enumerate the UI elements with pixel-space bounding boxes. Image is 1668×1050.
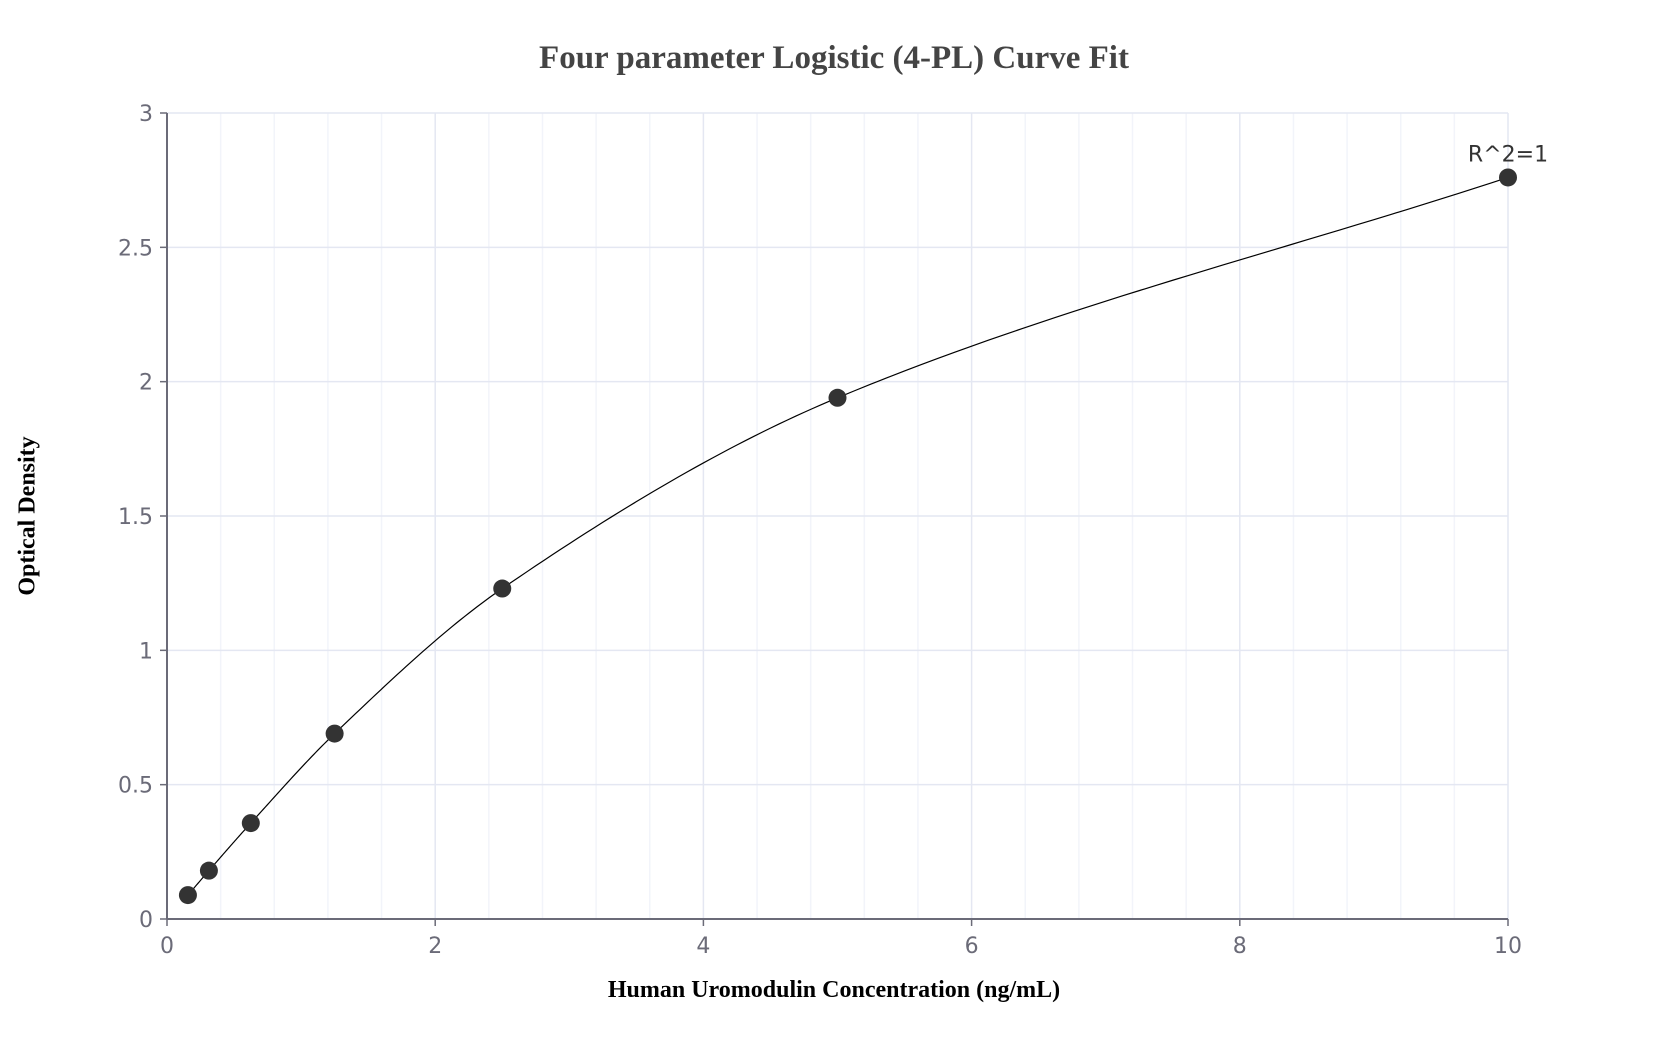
data-point[interactable]	[199, 861, 218, 880]
x-axis-label: Human Uromodulin Concentration (ng/mL)	[607, 977, 1061, 1003]
x-tick-label: 10	[1494, 934, 1522, 959]
data-point[interactable]	[828, 388, 847, 407]
y-tick-label: 2.5	[118, 236, 153, 261]
r-squared-annotation: R^2=1	[1468, 142, 1548, 167]
y-tick-label: 0	[139, 908, 153, 933]
y-tick-label: 2	[139, 371, 153, 396]
x-tick-label: 0	[160, 934, 174, 959]
data-point[interactable]	[325, 724, 344, 743]
y-tick-label: 1.5	[118, 505, 153, 530]
x-tick-label: 8	[1233, 934, 1247, 959]
y-tick-label: 1	[139, 639, 153, 664]
y-axis-label: Optical Density	[14, 436, 41, 596]
data-point[interactable]	[241, 814, 260, 833]
x-tick-label: 4	[696, 934, 710, 959]
y-tick-label: 3	[139, 102, 153, 127]
major-gridlines	[167, 112, 1509, 919]
chart-title: Four parameter Logistic (4-PL) Curve Fit	[539, 40, 1129, 76]
data-point[interactable]	[493, 579, 512, 598]
fit-curve	[187, 176, 1509, 896]
data-point[interactable]	[178, 886, 197, 905]
data-point[interactable]	[1499, 168, 1517, 187]
data-markers	[178, 168, 1517, 905]
x-tick-label: 2	[428, 934, 442, 959]
y-tick-label: 0.5	[118, 774, 153, 799]
x-tick-label: 6	[965, 934, 979, 959]
tick-labels: 0 2 4 6 8 10 0 0.5 1 1.5 2 2.5 3	[118, 102, 1522, 959]
